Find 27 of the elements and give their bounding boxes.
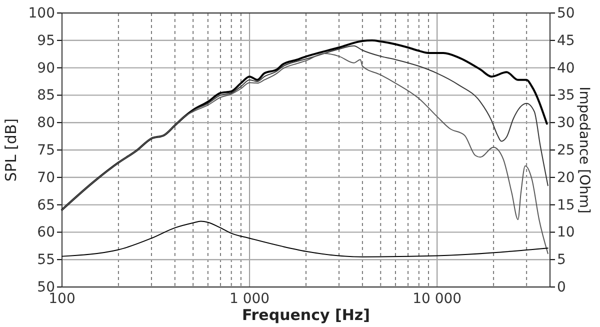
x-tick-label: 10 000 xyxy=(412,290,462,307)
y-tick-label: 65 xyxy=(37,197,55,214)
y2-tick-label: 35 xyxy=(557,88,575,104)
y-tick-label: 95 xyxy=(37,32,55,49)
y-tick-label: 90 xyxy=(37,60,55,76)
y-tick-label: 60 xyxy=(37,224,55,241)
y2-tick-label: 30 xyxy=(557,115,575,132)
y2-tick-label: 25 xyxy=(557,142,575,158)
y-tick-label: 55 xyxy=(37,252,55,268)
y-tick-label: 70 xyxy=(37,170,55,186)
y2-tick-label: 20 xyxy=(557,170,575,186)
y2-axis-title: Impedance [Ohm] xyxy=(576,86,592,214)
y2-tick-label: 10 xyxy=(557,224,575,241)
y2-tick-label: 0 xyxy=(557,279,566,296)
y-tick-label: 80 xyxy=(37,115,55,132)
y-tick-label: 75 xyxy=(37,142,55,158)
y2-tick-label: 40 xyxy=(557,60,575,76)
y2-tick-label: 45 xyxy=(557,32,575,49)
y-axis-title: SPL [dB] xyxy=(2,118,20,182)
x-tick-label: 1 000 xyxy=(229,290,270,307)
y2-tick-label: 5 xyxy=(557,252,566,268)
y-tick-label: 85 xyxy=(37,88,55,104)
y-tick-label: 100 xyxy=(28,5,55,22)
y2-tick-label: 50 xyxy=(557,5,575,22)
x-tick-label: 100 xyxy=(48,290,76,307)
x-axis-title: Frequency [Hz] xyxy=(242,306,370,324)
y2-tick-label: 15 xyxy=(557,197,575,214)
